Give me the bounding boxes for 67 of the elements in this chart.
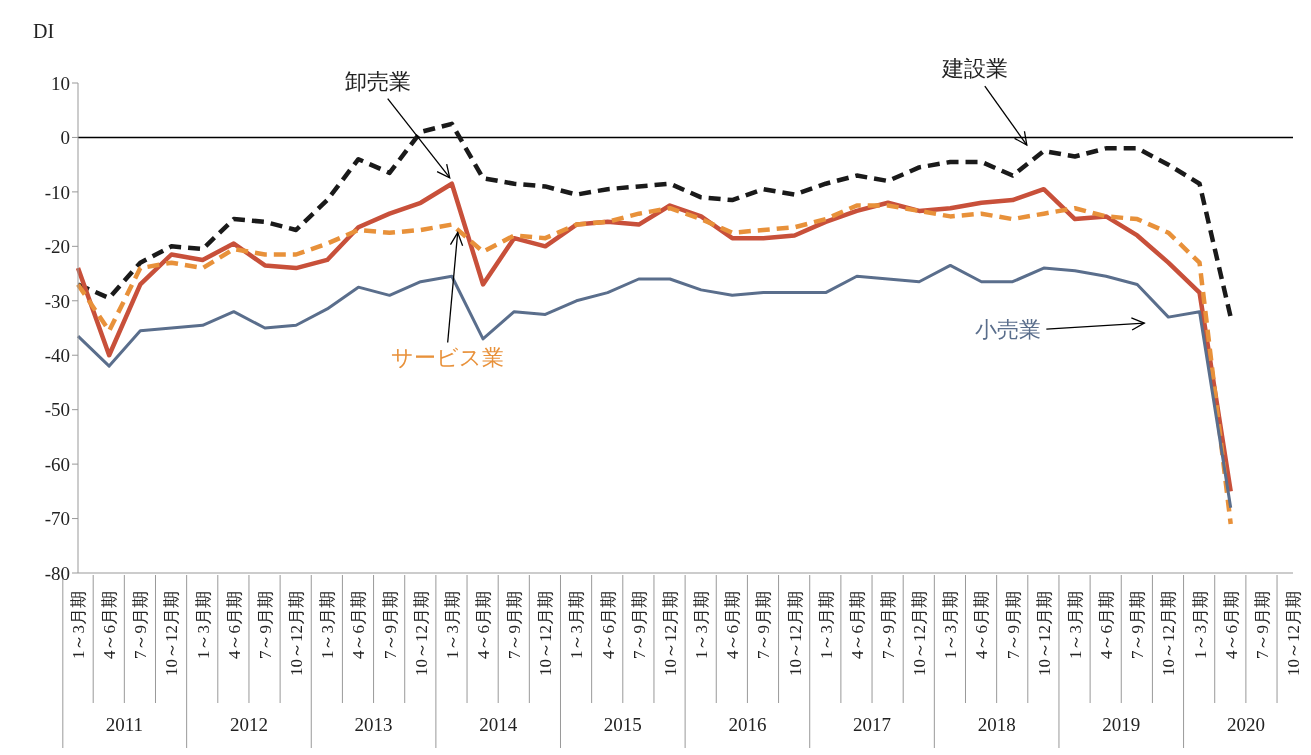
x-tick-label: 10～12月期 <box>162 591 182 676</box>
text: 2015 <box>603 714 642 735</box>
text: 2017 <box>853 714 892 735</box>
x-tick-label: 10～12月期 <box>660 591 680 676</box>
x-tick-label: 1～3月期 <box>1190 591 1210 659</box>
x-tick-label: 1～3月期 <box>692 591 712 659</box>
text: 2020 <box>1226 714 1265 735</box>
x-tick-label: 7～9月期 <box>1003 591 1023 659</box>
x-tick-label: 1～3月期 <box>442 591 462 659</box>
y-tick-label: -60 <box>44 453 70 475</box>
text: 卸売業 <box>344 68 411 94</box>
y-tick-label: 10 <box>51 72 70 94</box>
y-tick-label: -20 <box>44 236 70 258</box>
x-tick-label: 10～12月期 <box>1159 591 1179 676</box>
line-series <box>76 263 1233 510</box>
y-axis-title: DI <box>33 20 55 42</box>
x-tick-label: 1～3月期 <box>816 591 836 659</box>
x-tick-label: 10～12月期 <box>910 591 930 676</box>
y-tick-label: -70 <box>44 508 70 530</box>
x-tick-label: 4～6月期 <box>598 591 618 659</box>
x-tick-label: 4～6月期 <box>349 591 369 659</box>
x-tick-label: 7～9月期 <box>1128 591 1148 659</box>
x-tick-label: 4～6月期 <box>1221 591 1241 659</box>
x-tick-label: 7～9月期 <box>505 591 525 659</box>
text: 2018 <box>977 714 1016 735</box>
y-tick-label: 0 <box>60 127 70 149</box>
x-tick-label: 7～9月期 <box>255 591 275 659</box>
x-tick-label: 4～6月期 <box>224 591 244 659</box>
x-tick-label: 1～3月期 <box>1065 591 1085 659</box>
x-tick-label: 1～3月期 <box>567 591 587 659</box>
y-tick-label: -10 <box>44 181 70 203</box>
y-tick-label: -50 <box>44 399 70 421</box>
x-tick-label: 10～12月期 <box>785 591 805 676</box>
x-tick-label: 1～3月期 <box>69 591 88 659</box>
x-tick-label: 7～9月期 <box>131 591 151 659</box>
text: 2013 <box>354 714 393 735</box>
x-tick-label: 7～9月期 <box>1252 591 1272 659</box>
x-tick-label: 7～9月期 <box>754 591 774 659</box>
line-series <box>75 203 1233 527</box>
y-tick-label: -30 <box>44 290 70 312</box>
x-tick-label: 4～6月期 <box>847 591 867 659</box>
x-tick-label: 1～3月期 <box>941 591 961 659</box>
y-tick-label: -40 <box>44 344 70 366</box>
text: 2016 <box>728 714 767 735</box>
x-tick-label: 10～12月期 <box>287 591 307 676</box>
x-tick-label: 4～6月期 <box>972 591 992 659</box>
text: 2019 <box>1102 714 1141 735</box>
x-tick-label: 4～6月期 <box>723 591 743 659</box>
y-tick-label: -80 <box>44 562 70 584</box>
text: 2011 <box>105 714 143 735</box>
x-tick-label: 4～6月期 <box>474 591 493 659</box>
x-tick-label: 10～12月期 <box>1284 591 1303 676</box>
text: サービス業 <box>391 344 505 370</box>
x-tick-label: 1～3月期 <box>193 591 213 659</box>
text: 2014 <box>479 714 518 735</box>
x-tick-label: 4～6月期 <box>1097 591 1117 659</box>
x-tick-label: 10～12月期 <box>1034 591 1054 676</box>
x-tick-label: 10～12月期 <box>536 591 556 676</box>
text: 2012 <box>229 714 268 735</box>
x-tick-label: 7～9月期 <box>380 591 400 659</box>
x-tick-label: 1～3月期 <box>318 591 338 659</box>
text: 建設業 <box>940 56 1008 82</box>
x-tick-label: 10～12月期 <box>411 591 431 676</box>
x-tick-label: 7～9月期 <box>879 591 898 659</box>
series-label: 小売業 <box>975 317 1042 343</box>
x-tick-label: 7～9月期 <box>629 591 649 659</box>
x-tick-label: 4～6月期 <box>100 591 120 659</box>
